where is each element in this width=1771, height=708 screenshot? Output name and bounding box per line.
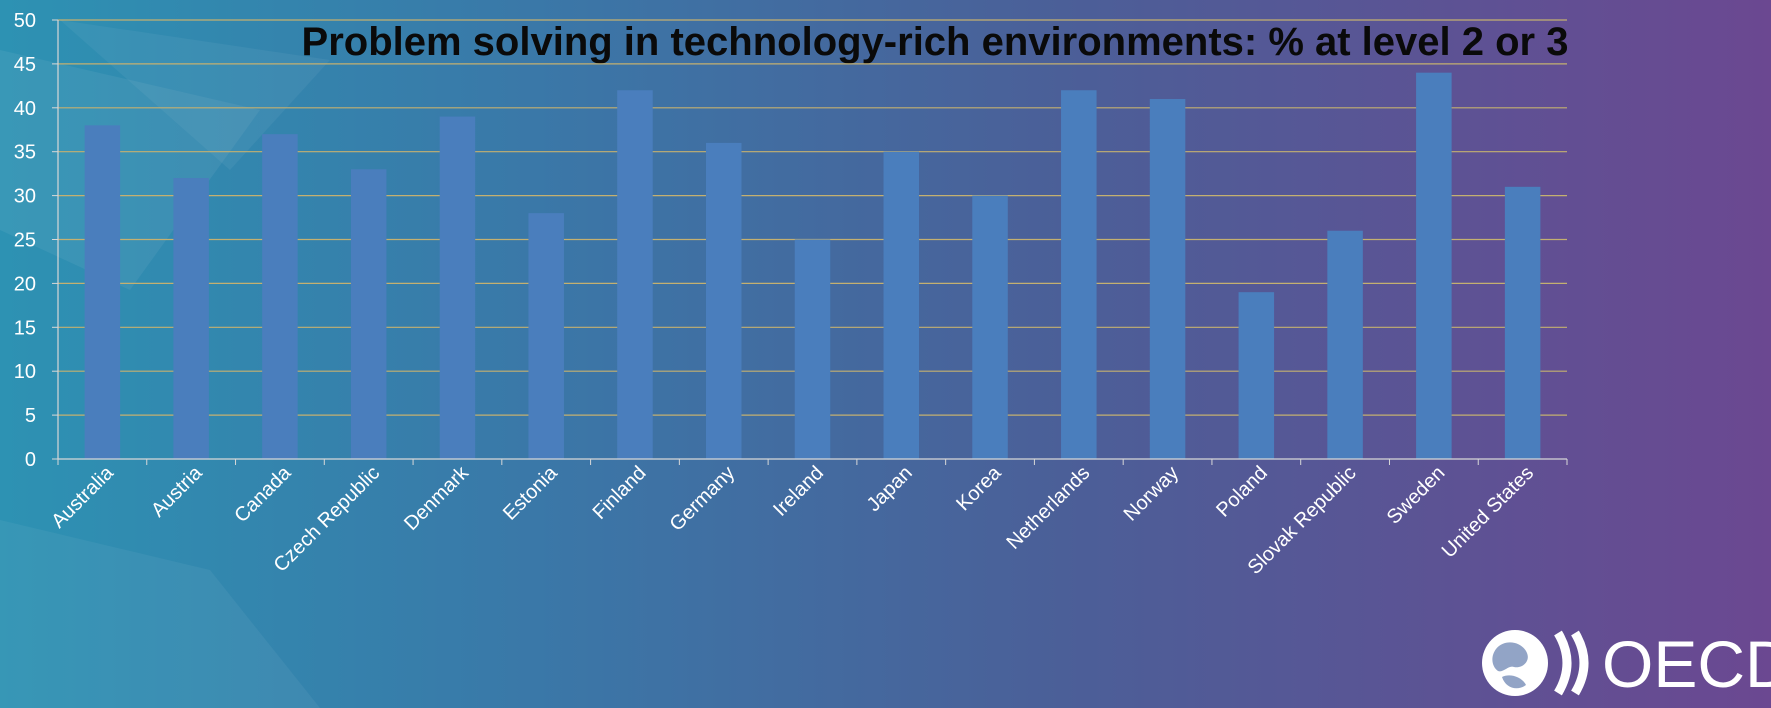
y-tick-label: 30 xyxy=(14,186,36,208)
bar-denmark xyxy=(439,116,476,459)
y-tick-label: 0 xyxy=(25,449,36,471)
y-tick-label: 35 xyxy=(14,142,36,164)
x-tick-label: Korea xyxy=(952,461,1006,515)
y-tick-label: 20 xyxy=(14,273,36,295)
oecd-logo-text: OECD xyxy=(1602,627,1771,701)
y-tick-label: 25 xyxy=(14,230,36,252)
y-axis-ticks: 0 5 10 15 20 25 30 35 40 45 50 xyxy=(14,10,58,471)
bar-australia xyxy=(84,125,121,460)
x-tick-label: Australia xyxy=(47,461,118,532)
x-tick-label: United States xyxy=(1438,462,1538,562)
oecd-globe-icon xyxy=(1482,630,1589,696)
bars xyxy=(84,72,1541,460)
bar-united-states xyxy=(1504,186,1541,459)
x-tick-label: Norway xyxy=(1120,462,1183,525)
x-tick-label: Ireland xyxy=(769,462,828,521)
bar-canada xyxy=(262,134,298,459)
x-tick-label: Germany xyxy=(666,462,740,536)
bar-netherlands xyxy=(1061,90,1097,460)
x-tick-label: Netherlands xyxy=(1003,462,1095,554)
y-tick-label: 50 xyxy=(14,10,36,32)
x-tick-label: Austria xyxy=(147,461,207,521)
x-tick-label: Estonia xyxy=(499,461,562,524)
x-tick-label: Sweden xyxy=(1383,462,1450,529)
bar-korea xyxy=(972,195,1008,459)
x-tick-label: Finland xyxy=(589,462,651,524)
bar-estonia xyxy=(528,213,564,459)
bar-austria xyxy=(173,178,209,460)
x-tick-label: Canada xyxy=(230,461,296,527)
chart-title: Problem solving in technology-rich envir… xyxy=(302,20,1569,64)
x-tick-label: Poland xyxy=(1212,462,1272,522)
oecd-logo: OECD xyxy=(1482,627,1771,701)
bar-finland xyxy=(617,90,653,460)
y-tick-label: 45 xyxy=(14,54,36,76)
bar-japan xyxy=(883,151,920,459)
x-tick-label: Japan xyxy=(863,462,917,516)
y-tick-label: 40 xyxy=(14,98,36,120)
y-tick-label: 10 xyxy=(14,361,36,383)
bar-ireland xyxy=(794,239,831,459)
bar-germany xyxy=(705,142,742,460)
bar-sweden xyxy=(1416,72,1452,460)
bar-norway xyxy=(1149,99,1186,460)
bar-slovak-republic xyxy=(1327,230,1363,459)
bar-poland xyxy=(1238,292,1275,459)
y-tick-label: 15 xyxy=(14,317,36,339)
bar-czech-republic xyxy=(350,169,387,459)
x-tick-label: Denmark xyxy=(400,461,474,535)
y-tick-label: 5 xyxy=(25,405,36,427)
